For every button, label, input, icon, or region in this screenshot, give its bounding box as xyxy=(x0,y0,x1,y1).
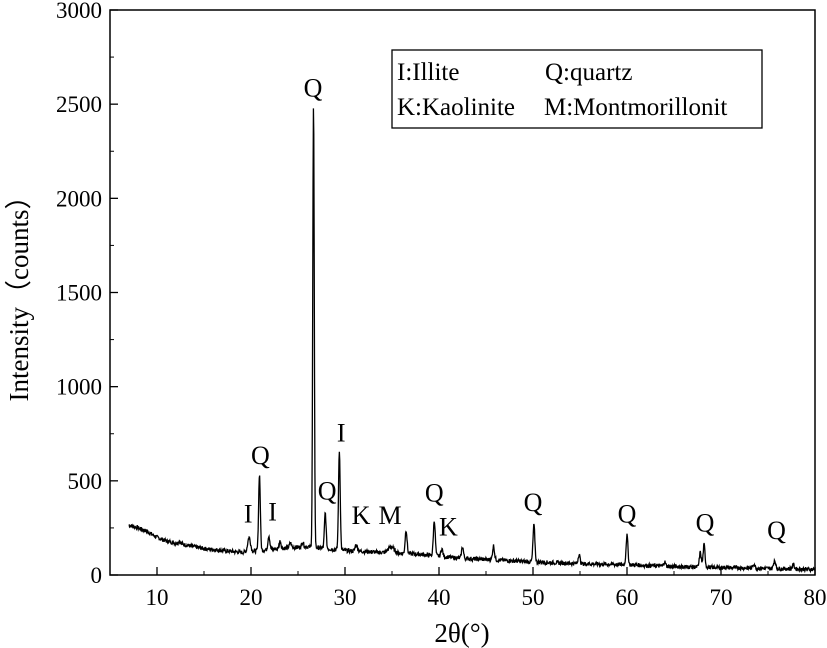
peak-label: K xyxy=(439,512,458,541)
y-tick-label: 2500 xyxy=(56,92,102,117)
peak-label: Q xyxy=(318,477,337,506)
x-tick-label: 30 xyxy=(334,585,357,610)
x-tick-label: 70 xyxy=(710,585,733,610)
legend-entry-quartz: Q:quartz xyxy=(545,59,632,86)
peak-label: Q xyxy=(524,488,543,517)
legend-entry-illite: I:Illite xyxy=(397,59,459,86)
legend: I:Illite Q:quartz K:Kaolinite M:Montmori… xyxy=(391,49,763,129)
y-axis-title: Intensity（counts） xyxy=(4,183,34,402)
spectrum-line xyxy=(128,108,816,574)
peak-label: Q xyxy=(767,516,786,545)
peak-label: Q xyxy=(425,479,444,508)
legend-entry-kaolinite: K:Kaolinite xyxy=(397,94,515,121)
peak-label: Q xyxy=(251,441,270,470)
axis-ticks: 10 20 30 40 50 60 70 80 0 500 1000 1500 2000 2500 3000 xyxy=(56,0,827,610)
x-axis-title: 2θ(°) xyxy=(434,618,489,648)
y-tick-label: 500 xyxy=(68,469,103,494)
x-tick-label: 50 xyxy=(522,585,545,610)
y-tick-label: 0 xyxy=(91,563,103,588)
y-tick-label: 2000 xyxy=(56,186,102,211)
x-tick-label: 60 xyxy=(616,585,639,610)
x-tick-label: 20 xyxy=(240,585,263,610)
y-tick-label: 3000 xyxy=(56,0,102,23)
peak-label: Q xyxy=(696,509,715,538)
x-tick-label: 40 xyxy=(428,585,451,610)
peak-label: I xyxy=(268,497,277,526)
x-tick-label: 10 xyxy=(146,585,169,610)
peak-label: I xyxy=(337,418,346,447)
peak-label: Q xyxy=(618,499,637,528)
peak-label: K xyxy=(352,501,371,530)
legend-box xyxy=(391,49,763,129)
y-tick-label: 1000 xyxy=(56,375,102,400)
y-tick-label: 1500 xyxy=(56,281,102,306)
peak-label: M xyxy=(379,501,402,530)
peak-label: I xyxy=(244,499,253,528)
legend-entry-montmorillonite: M:Montmorillonit xyxy=(544,94,727,121)
peak-label: Q xyxy=(304,74,323,103)
x-tick-label: 80 xyxy=(804,585,827,610)
